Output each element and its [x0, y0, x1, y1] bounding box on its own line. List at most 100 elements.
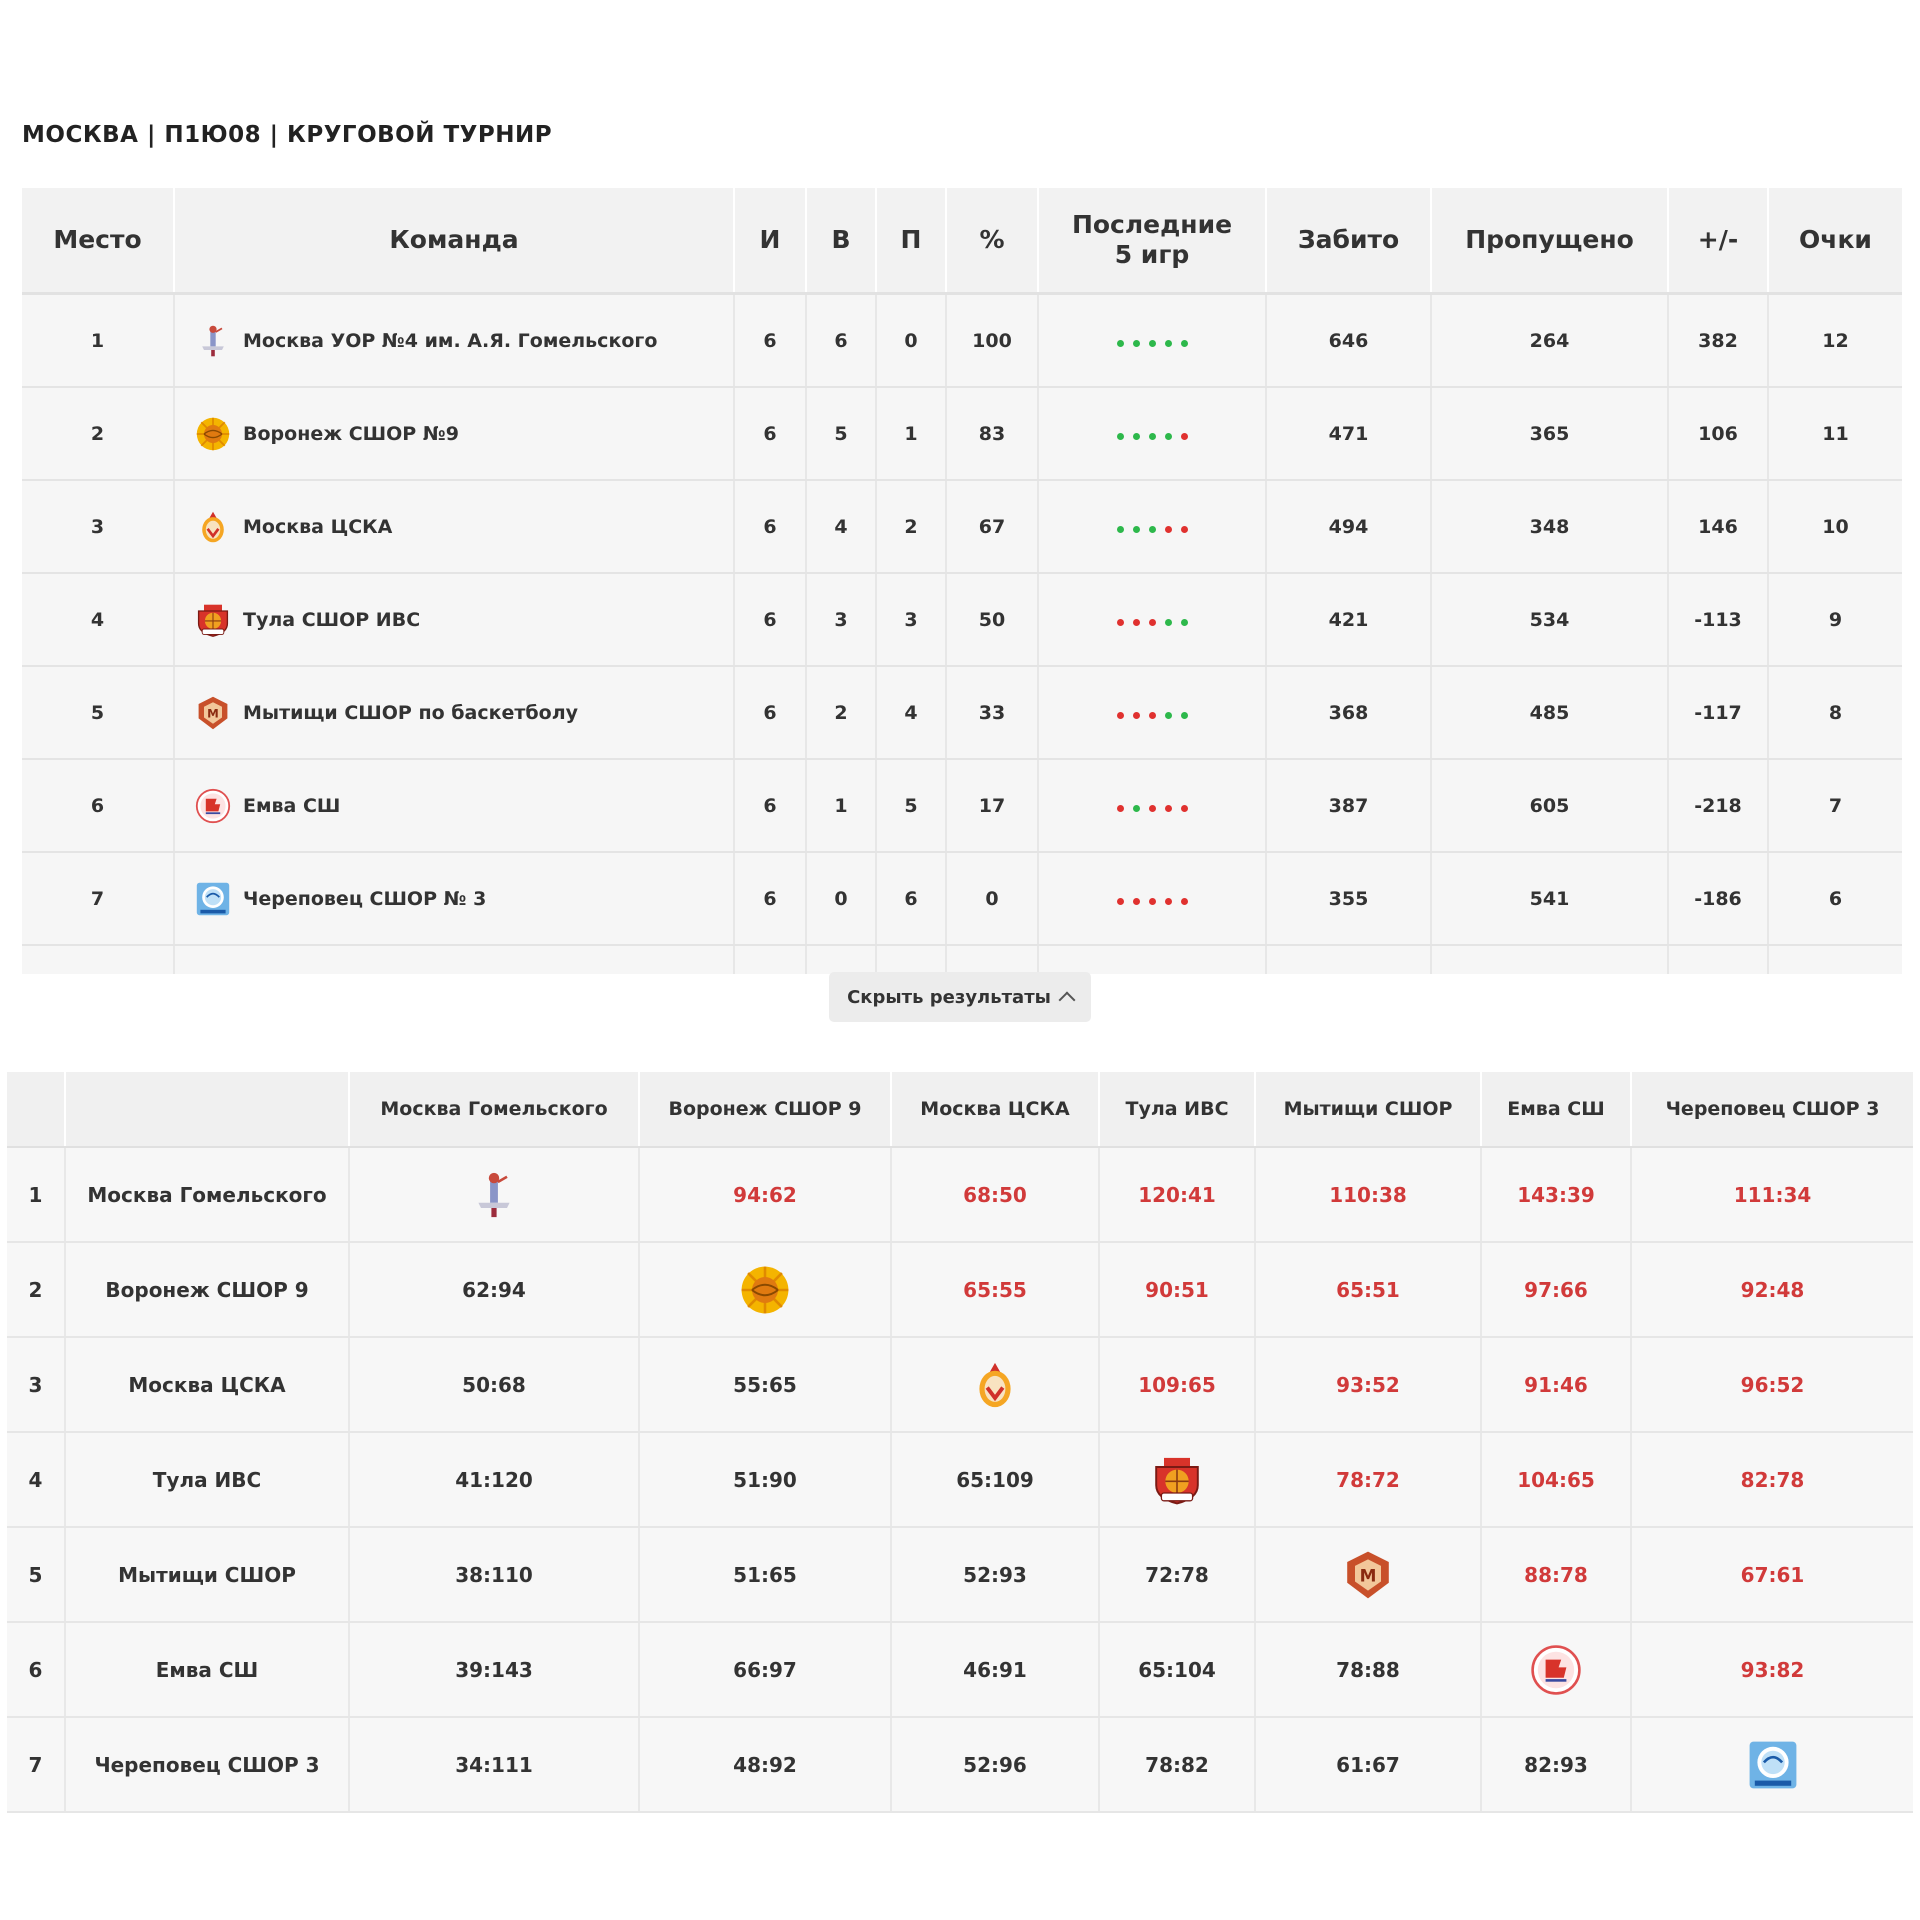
matrix-row-team[interactable]: Череповец СШОР 3 — [64, 1717, 349, 1813]
team-name[interactable]: Москва УОР №4 им. А.Я. Гомельского — [243, 329, 658, 352]
team-cell[interactable]: Емва СШ — [173, 759, 734, 853]
match-score-cell[interactable]: 55:65 — [638, 1337, 891, 1433]
loss-dot — [1116, 618, 1124, 626]
match-score-cell[interactable]: 104:65 — [1480, 1432, 1631, 1528]
standings-row[interactable]: 2 Воронеж СШОР №9 6 5 1 83 471 365 106 11 — [22, 387, 1902, 481]
last5-cell — [1037, 387, 1266, 481]
match-score-cell[interactable]: 78:88 — [1254, 1622, 1481, 1718]
team-cell[interactable]: Череповец СШОР № 3 — [173, 852, 734, 946]
match-score-cell[interactable]: 94:62 — [638, 1147, 891, 1243]
team-cell[interactable]: Москва ЦСКА — [173, 480, 734, 574]
match-score-cell[interactable]: 68:50 — [890, 1147, 1099, 1243]
match-score-cell[interactable]: 72:78 — [1098, 1527, 1255, 1623]
matrix-row-team[interactable]: Тула ИВС — [64, 1432, 349, 1528]
match-score-cell[interactable]: 46:91 — [890, 1622, 1099, 1718]
team-name[interactable]: Тула СШОР ИВС — [243, 608, 421, 631]
match-score-cell[interactable]: 93:82 — [1630, 1622, 1913, 1718]
col-points[interactable]: Очки — [1767, 188, 1902, 295]
matrix-col-header: Емва СШ — [1480, 1072, 1631, 1148]
match-score-cell[interactable]: 82:93 — [1480, 1717, 1631, 1813]
match-score-cell[interactable]: 52:93 — [890, 1527, 1099, 1623]
match-score-cell[interactable]: 109:65 — [1098, 1337, 1255, 1433]
standings-header-row: Место Команда И В П % Последние 5 игр За… — [22, 188, 1902, 295]
team-name[interactable]: Емва СШ — [243, 794, 341, 817]
team-name[interactable]: Мытищи СШОР по баскетболу — [243, 701, 579, 724]
match-score-cell[interactable]: 90:51 — [1098, 1242, 1255, 1338]
match-score-cell[interactable]: 82:78 — [1630, 1432, 1913, 1528]
match-score-cell[interactable]: 120:41 — [1098, 1147, 1255, 1243]
match-score-cell[interactable]: 96:52 — [1630, 1337, 1913, 1433]
points-cell: 10 — [1767, 480, 1902, 574]
scored-cell: 387 — [1265, 759, 1431, 853]
team-name[interactable]: Москва ЦСКА — [243, 515, 393, 538]
col-diff[interactable]: +/- — [1667, 188, 1768, 295]
place-cell: 3 — [22, 480, 174, 574]
matrix-row-team[interactable]: Москва ЦСКА — [64, 1337, 349, 1433]
win-dot — [1116, 525, 1124, 533]
team-name[interactable]: Воронеж СШОР №9 — [243, 422, 459, 445]
standings-row[interactable]: 6 Емва СШ 6 1 5 17 387 605 -218 7 — [22, 759, 1902, 853]
match-score-cell[interactable]: 51:65 — [638, 1527, 891, 1623]
match-score-cell[interactable]: 38:110 — [348, 1527, 639, 1623]
match-score-cell[interactable]: 39:143 — [348, 1622, 639, 1718]
match-score-cell[interactable]: 143:39 — [1480, 1147, 1631, 1243]
standings-row[interactable]: 4 Тула СШОР ИВС 6 3 3 50 421 534 -113 9 — [22, 573, 1902, 667]
pct-cell: 67 — [945, 480, 1038, 574]
col-wins[interactable]: В — [805, 188, 876, 295]
match-score-cell[interactable]: 78:82 — [1098, 1717, 1255, 1813]
match-score-cell[interactable]: 41:120 — [348, 1432, 639, 1528]
matrix-row-team[interactable]: Мытищи СШОР — [64, 1527, 349, 1623]
match-score-cell[interactable]: 52:96 — [890, 1717, 1099, 1813]
conceded-cell: 348 — [1430, 480, 1668, 574]
col-pct[interactable]: % — [945, 188, 1038, 295]
match-score-cell[interactable]: 34:111 — [348, 1717, 639, 1813]
last5-dots — [1116, 339, 1188, 347]
match-score-cell[interactable]: 88:78 — [1480, 1527, 1631, 1623]
match-score-cell[interactable]: 50:68 — [348, 1337, 639, 1433]
spacer-cell — [1265, 945, 1431, 974]
match-score-cell[interactable]: 65:109 — [890, 1432, 1099, 1528]
matrix-self-cell: M — [1254, 1527, 1481, 1623]
col-games[interactable]: И — [733, 188, 806, 295]
match-score-cell[interactable]: 65:51 — [1254, 1242, 1481, 1338]
match-score-cell[interactable]: 61:67 — [1254, 1717, 1481, 1813]
match-score-cell[interactable]: 97:66 — [1480, 1242, 1631, 1338]
match-score-cell[interactable]: 111:34 — [1630, 1147, 1913, 1243]
col-conceded[interactable]: Пропущено — [1430, 188, 1668, 295]
matrix-row-team[interactable]: Емва СШ — [64, 1622, 349, 1718]
games-cell: 6 — [733, 480, 806, 574]
match-score-cell[interactable]: 48:92 — [638, 1717, 891, 1813]
match-score-cell[interactable]: 62:94 — [348, 1242, 639, 1338]
match-score-cell[interactable]: 92:48 — [1630, 1242, 1913, 1338]
diff-cell: -117 — [1667, 666, 1768, 760]
match-score-cell[interactable]: 67:61 — [1630, 1527, 1913, 1623]
col-scored[interactable]: Забито — [1265, 188, 1431, 295]
match-score-cell[interactable]: 65:104 — [1098, 1622, 1255, 1718]
match-score-cell[interactable]: 66:97 — [638, 1622, 891, 1718]
standings-row[interactable]: 5 M Мытищи СШОР по баскетболу 6 2 4 33 368 485 -1… — [22, 666, 1902, 760]
standings-row[interactable]: 1 Москва УОР №4 им. А.Я. Гомельского 6 6 0 10… — [22, 293, 1902, 388]
team-cell[interactable]: Москва УОР №4 им. А.Я. Гомельского — [173, 293, 734, 388]
match-score-cell[interactable]: 91:46 — [1480, 1337, 1631, 1433]
match-score-cell[interactable]: 65:55 — [890, 1242, 1099, 1338]
team-name[interactable]: Череповец СШОР № 3 — [243, 887, 487, 910]
loss-dot — [1180, 432, 1188, 440]
standings-table: Место Команда И В П % Последние 5 игр За… — [22, 188, 1902, 974]
team-cell[interactable]: Воронеж СШОР №9 — [173, 387, 734, 481]
standings-row[interactable]: 3 Москва ЦСКА 6 4 2 67 494 348 146 10 — [22, 480, 1902, 574]
match-score-cell[interactable]: 78:72 — [1254, 1432, 1481, 1528]
matrix-row-team[interactable]: Москва Гомельского — [64, 1147, 349, 1243]
col-team[interactable]: Команда — [173, 188, 734, 295]
match-score-cell[interactable]: 110:38 — [1254, 1147, 1481, 1243]
team-cell[interactable]: M Мытищи СШОР по баскетболу — [173, 666, 734, 760]
col-losses[interactable]: П — [875, 188, 946, 295]
col-place[interactable]: Место — [22, 188, 174, 295]
matrix-row-team[interactable]: Воронеж СШОР 9 — [64, 1242, 349, 1338]
standings-row[interactable]: 7 Череповец СШОР № 3 6 0 6 0 355 541 -186 6 — [22, 852, 1902, 946]
team-cell[interactable]: Тула СШОР ИВС — [173, 573, 734, 667]
spacer-cell — [875, 945, 946, 974]
match-score-cell[interactable]: 93:52 — [1254, 1337, 1481, 1433]
pct-cell: 33 — [945, 666, 1038, 760]
match-score-cell[interactable]: 51:90 — [638, 1432, 891, 1528]
hide-results-button[interactable]: Скрыть результаты — [829, 972, 1091, 1022]
